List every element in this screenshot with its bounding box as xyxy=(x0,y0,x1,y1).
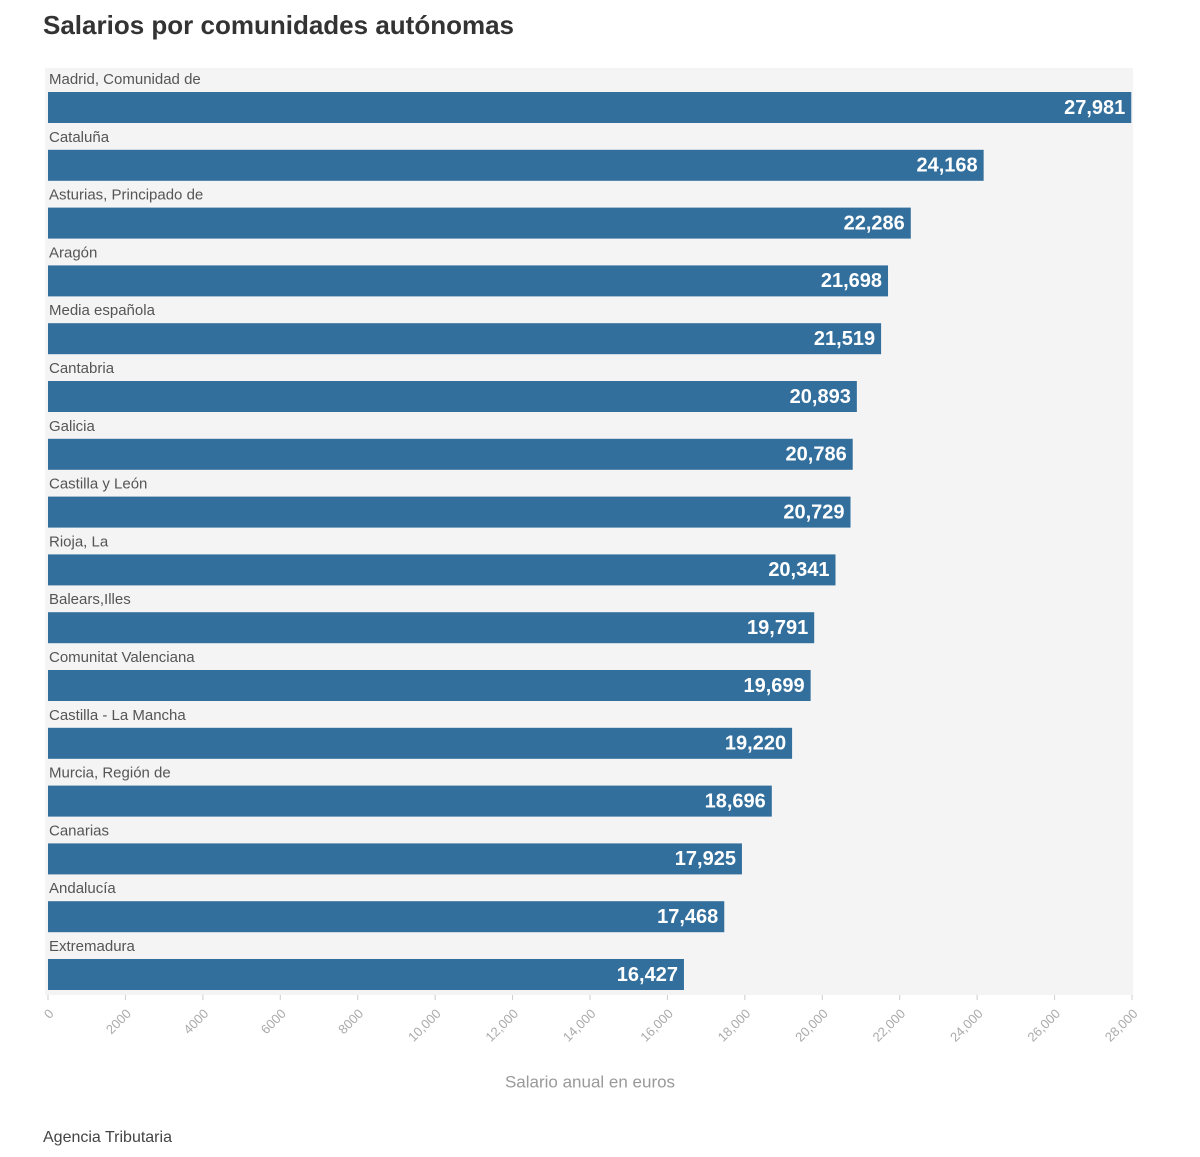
x-tick-label: 2000 xyxy=(103,1006,134,1037)
value-label: 19,220 xyxy=(725,733,786,755)
bar xyxy=(48,438,853,470)
bar xyxy=(48,959,684,990)
x-tick-label: 0 xyxy=(41,1006,57,1022)
value-label: 21,519 xyxy=(814,328,875,350)
x-tick-label: 4000 xyxy=(180,1006,211,1037)
chart-title: Salarios por comunidades autónomas xyxy=(43,10,514,40)
x-tick-label: 26,000 xyxy=(1024,1006,1063,1045)
source: Agencia Tributaria xyxy=(43,1129,172,1146)
bar xyxy=(48,265,889,297)
category-label: Balears,Illes xyxy=(49,591,131,608)
x-tick-label: 24,000 xyxy=(947,1006,986,1045)
value-label: 24,168 xyxy=(916,155,977,177)
bar xyxy=(48,207,911,239)
category-label: Extremadura xyxy=(49,938,136,955)
value-label: 19,699 xyxy=(743,675,804,697)
value-label: 27,981 xyxy=(1064,97,1125,119)
category-label: Madrid, Comunidad de xyxy=(49,71,201,88)
category-label: Castilla - La Mancha xyxy=(49,707,186,724)
category-label: Rioja, La xyxy=(49,533,109,550)
bar xyxy=(48,612,815,644)
bar xyxy=(48,496,851,528)
bar xyxy=(48,381,857,412)
bar xyxy=(48,727,793,759)
x-tick-label: 8000 xyxy=(335,1006,366,1037)
category-label: Media española xyxy=(49,302,156,319)
bar xyxy=(48,843,742,875)
value-label: 20,786 xyxy=(786,444,847,466)
value-label: 19,791 xyxy=(747,617,808,639)
value-label: 21,698 xyxy=(821,270,882,292)
category-label: Aragón xyxy=(49,244,97,261)
x-tick-label: 20,000 xyxy=(792,1006,831,1045)
x-axis-title: Salario anual en euros xyxy=(505,1072,675,1091)
category-label: Cataluña xyxy=(49,129,110,146)
category-label: Murcia, Región de xyxy=(49,765,171,782)
value-label: 18,696 xyxy=(705,790,766,812)
category-label: Castilla y León xyxy=(49,476,147,493)
bar xyxy=(48,785,772,817)
category-label: Comunitat Valenciana xyxy=(49,649,195,666)
bar xyxy=(48,901,725,933)
value-label: 16,427 xyxy=(617,964,678,986)
category-label: Cantabria xyxy=(49,360,115,377)
x-tick-label: 12,000 xyxy=(482,1006,521,1045)
x-tick-label: 10,000 xyxy=(405,1006,444,1045)
value-label: 17,468 xyxy=(657,906,718,928)
bar xyxy=(48,323,882,355)
bar xyxy=(48,554,836,586)
value-label: 20,729 xyxy=(783,501,844,523)
x-tick-label: 22,000 xyxy=(870,1006,909,1045)
x-tick-label: 18,000 xyxy=(715,1006,754,1045)
bar xyxy=(48,92,1132,123)
value-label: 20,341 xyxy=(768,559,829,581)
value-label: 22,286 xyxy=(844,212,905,234)
bar xyxy=(48,670,811,701)
x-tick-label: 14,000 xyxy=(560,1006,599,1045)
x-tick-label: 28,000 xyxy=(1102,1006,1141,1045)
x-tick-label: 6000 xyxy=(258,1006,289,1037)
category-label: Galicia xyxy=(49,418,96,435)
x-tick-label: 16,000 xyxy=(637,1006,676,1045)
bar xyxy=(48,149,984,181)
category-label: Canarias xyxy=(49,822,109,839)
category-label: Asturias, Principado de xyxy=(49,187,203,204)
value-label: 20,893 xyxy=(790,386,851,408)
value-label: 17,925 xyxy=(675,848,736,870)
category-label: Andalucía xyxy=(49,880,116,897)
